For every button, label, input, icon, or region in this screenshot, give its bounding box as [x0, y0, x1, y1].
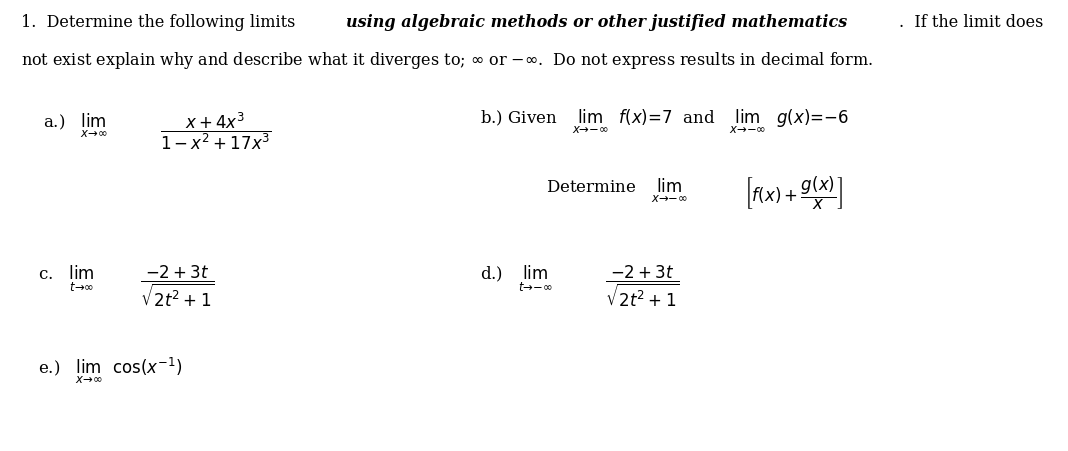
Text: not exist explain why and describe what it diverges to; $\infty$ or $-\infty$.  : not exist explain why and describe what … — [21, 50, 873, 70]
Text: $\left[ f(x)+\dfrac{g(x)}{x} \right]$: $\left[ f(x)+\dfrac{g(x)}{x} \right]$ — [743, 174, 843, 212]
Text: 1.  Determine the following limits: 1. Determine the following limits — [21, 14, 300, 31]
Text: $\dfrac{-2+3t}{\sqrt{2t^2+1}}$: $\dfrac{-2+3t}{\sqrt{2t^2+1}}$ — [604, 263, 679, 309]
Text: $\dfrac{-2+3t}{\sqrt{2t^2+1}}$: $\dfrac{-2+3t}{\sqrt{2t^2+1}}$ — [140, 263, 215, 309]
Text: c.   $\lim_{t\to\infty}$: c. $\lim_{t\to\infty}$ — [38, 263, 95, 294]
Text: b.) Given   $\lim_{x\to-\infty}$  $f(x)=7$  and   $\lim_{x\to-\infty}$  $g(x)=-6: b.) Given $\lim_{x\to-\infty}$ $f(x)=7$ … — [480, 107, 849, 135]
Text: .  If the limit does: . If the limit does — [899, 14, 1043, 31]
Text: a.)   $\lim_{x\to\infty}$: a.) $\lim_{x\to\infty}$ — [44, 112, 108, 140]
Text: e.)   $\lim_{x\to\infty}$  $\cos\!\left(x^{-1}\right)$: e.) $\lim_{x\to\infty}$ $\cos\!\left(x^{… — [38, 354, 183, 385]
Text: $\dfrac{x+4x^3}{1-x^2+17x^3}$: $\dfrac{x+4x^3}{1-x^2+17x^3}$ — [160, 110, 271, 152]
Text: Determine   $\lim_{x\to-\infty}$: Determine $\lim_{x\to-\infty}$ — [546, 176, 688, 205]
Text: using algebraic methods or other justified mathematics: using algebraic methods or other justifi… — [346, 14, 847, 31]
Text: d.)   $\lim_{t\to-\infty}$: d.) $\lim_{t\to-\infty}$ — [480, 263, 552, 294]
